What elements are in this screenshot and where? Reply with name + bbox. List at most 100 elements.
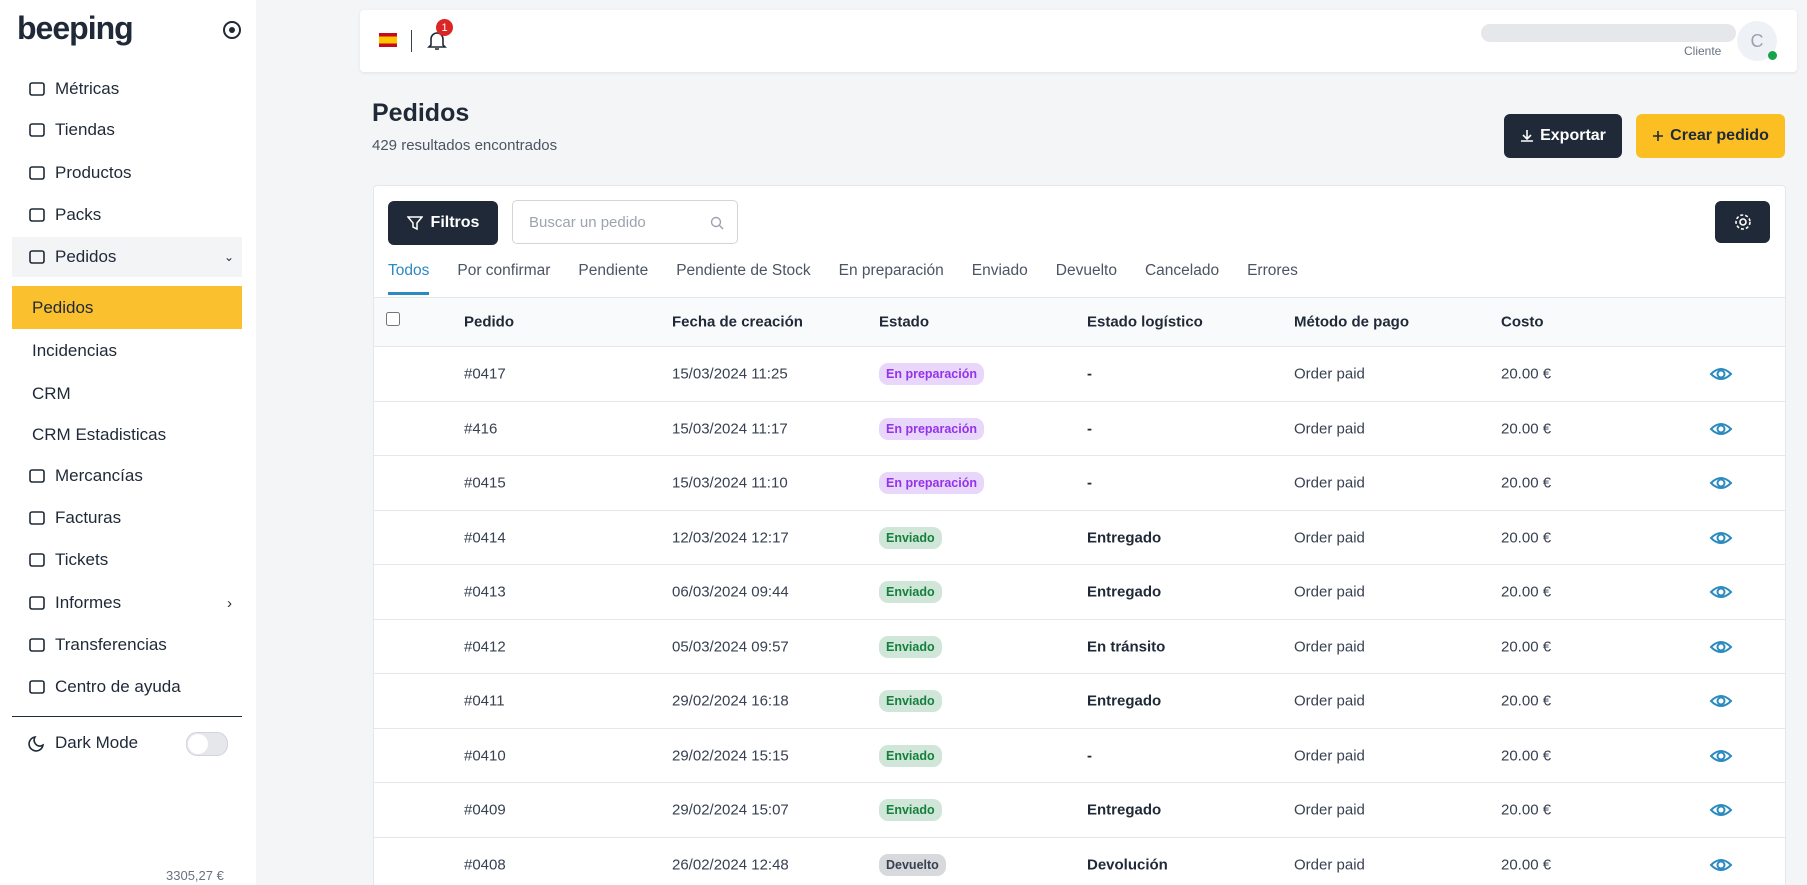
tab[interactable]: Devuelto [1055,262,1117,279]
settings-button[interactable] [1715,201,1770,243]
tab[interactable]: Pendiente de Stock [676,262,811,279]
table-row: #0410 29/02/2024 15:15 Enviado - Order paid 2… [374,729,1785,783]
view-button[interactable] [1709,419,1733,439]
table-row: #0414 12/03/2024 12:17 Enviado Entregado Ord… [374,511,1785,565]
nav-icon [29,166,45,180]
collapse-icon[interactable] [222,20,242,40]
logistico-cell: Entregado [1087,801,1162,819]
tab[interactable]: Pendiente [578,262,649,279]
nav-icon [29,469,45,483]
view-button[interactable] [1709,473,1733,493]
tab[interactable]: Enviado [971,262,1028,279]
nav-item[interactable]: Tickets [12,540,242,580]
view-button[interactable] [1709,746,1733,766]
view-button[interactable] [1709,637,1733,657]
export-button[interactable]: Exportar [1504,114,1622,158]
tab[interactable]: Cancelado [1144,262,1220,279]
logistico-cell: En tránsito [1087,638,1166,655]
nav-item[interactable]: Tiendas [12,110,242,150]
view-button[interactable] [1709,691,1733,711]
view-button[interactable] [1709,364,1733,384]
search-placeholder: Buscar un pedido [529,214,646,231]
status-badge: Enviado [879,690,942,712]
balance: 3305,27 € [166,868,224,883]
status-badge: Enviado [879,799,942,821]
subnav-item[interactable]: Pedidos [12,286,242,329]
metodo-cell: Order paid [1294,801,1365,819]
subnav-label: Pedidos [32,297,94,317]
view-button[interactable] [1709,528,1733,548]
subnav-item[interactable]: CRM [12,372,242,415]
user-role: Cliente [1684,44,1722,58]
plus-icon [1653,131,1664,141]
moon-icon [28,735,45,752]
costo-cell: 20.00 € [1501,474,1552,492]
status-badge: Enviado [879,581,942,603]
gear-icon [1734,214,1751,230]
flag-es[interactable] [379,33,397,47]
nav-label: Tickets [55,550,109,569]
chevron: ⌄ [223,250,234,264]
metodo-cell: Order paid [1294,365,1365,383]
costo-cell: 20.00 € [1501,638,1552,655]
metodo-cell: Order paid [1294,583,1365,601]
nav-item[interactable]: Packs [12,195,242,235]
filters-button[interactable]: Filtros [388,201,498,245]
tab[interactable]: Errores [1247,262,1298,279]
table-row: #0412 05/03/2024 09:57 Enviado En tránsito O… [374,620,1785,674]
table-row: #416 15/03/2024 11:17 En preparación - Order… [374,402,1785,456]
tab[interactable]: Por confirmar [457,262,551,279]
subnav-item[interactable]: Incidencias [12,329,242,372]
table-row: #0409 29/02/2024 15:07 Enviado Entregado Ord… [374,783,1785,838]
nav-label: Mercancías [55,466,143,485]
nav-icon [29,208,45,222]
search-input[interactable]: Buscar un pedido [512,200,738,244]
nav-item[interactable]: Mercancías [12,456,242,496]
fecha-cell: 29/02/2024 15:15 [672,747,789,764]
column-header: Método de pago [1294,313,1409,331]
logistico-cell: - [1087,474,1092,492]
nav-icon [29,511,45,525]
fecha-cell: 05/03/2024 09:57 [672,638,789,655]
logistico-cell: - [1087,365,1092,383]
status-badge: Enviado [879,526,942,549]
view-button[interactable] [1709,855,1733,875]
orders-card: Filtros Buscar un pedido Todos Por confir… [373,185,1786,885]
nav-icon [29,250,45,264]
view-button[interactable] [1709,800,1733,820]
fecha-cell: 15/03/2024 11:25 [672,365,788,383]
metodo-cell: Order paid [1294,692,1365,710]
logistico-cell: Entregado [1087,529,1162,546]
nav-item[interactable]: Informes › [12,583,242,623]
subnav-item[interactable]: CRM Estadisticas [12,413,242,456]
table-row: #0411 29/02/2024 16:18 Enviado Entregado Ord… [374,674,1785,729]
nav-icon [29,638,45,652]
select-all[interactable] [386,312,400,326]
subnav-label: CRM [32,383,71,403]
nav-label: Transferencias [55,635,167,654]
nav-item[interactable]: Facturas [12,498,242,538]
costo-cell: 20.00 € [1501,856,1552,873]
nav-item[interactable]: Productos [12,153,242,193]
dark-mode-toggle[interactable] [186,732,228,756]
view-button[interactable] [1709,582,1733,602]
nav-item[interactable]: Transferencias [12,625,242,665]
tab[interactable]: Todos [388,262,430,295]
chevron: › [227,594,232,612]
sidebar: beeping Métricas Tiendas Productos Packs Ped… [0,0,256,885]
tab[interactable]: En preparación [838,262,944,279]
nav-label: Métricas [55,79,120,98]
download-icon [1521,130,1534,142]
topbar: 1 Cliente C [360,10,1797,72]
metodo-cell: Order paid [1294,474,1365,492]
logo[interactable]: beeping [17,10,134,46]
nav-item[interactable]: Métricas [12,69,242,109]
pedido-cell: #0411 [464,692,505,710]
nav-item[interactable]: Pedidos ⌄ [12,237,242,277]
pedido-cell: #0415 [464,474,506,492]
create-order-button[interactable]: Crear pedido [1636,114,1785,158]
costo-cell: 20.00 € [1501,365,1552,383]
online-dot [1768,51,1777,60]
results-count: 429 resultados encontrados [372,137,558,154]
nav-item[interactable]: Centro de ayuda [12,667,242,707]
